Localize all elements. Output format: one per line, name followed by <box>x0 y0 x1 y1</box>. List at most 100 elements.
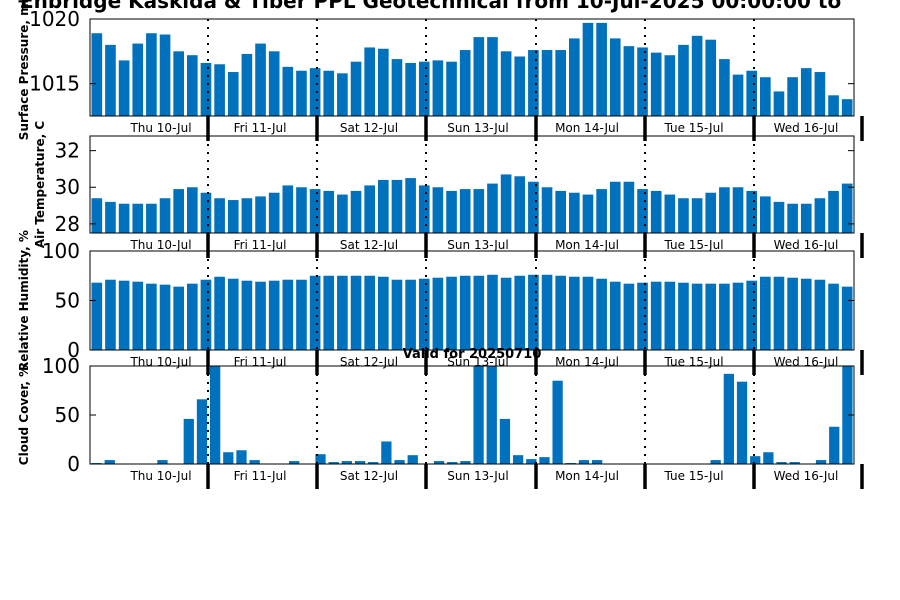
bar <box>323 190 335 233</box>
bar <box>146 33 157 117</box>
bar <box>446 276 457 350</box>
bar <box>341 461 352 464</box>
bar <box>528 50 539 116</box>
bar <box>446 190 457 233</box>
x-tick-label: Mon 14-Jul <box>555 469 619 483</box>
bar <box>418 185 430 233</box>
bar <box>105 44 116 117</box>
x-tick-label: Sun 13-Jul <box>447 121 508 135</box>
bar <box>200 279 212 350</box>
bar <box>337 275 348 350</box>
x-tick-label: Sat 12-Jul <box>340 238 398 252</box>
bar <box>473 275 485 350</box>
bar <box>592 460 603 464</box>
bar <box>828 283 839 350</box>
bar <box>705 192 717 233</box>
bar <box>736 381 748 464</box>
bar <box>381 441 392 464</box>
bar <box>623 46 635 116</box>
bar <box>800 203 812 233</box>
bar <box>710 460 721 464</box>
bar <box>841 286 853 350</box>
bar <box>350 61 362 116</box>
bar <box>473 366 484 464</box>
bar <box>391 59 403 116</box>
bar <box>157 460 168 464</box>
bar <box>268 280 280 350</box>
bar <box>487 274 498 350</box>
bar <box>650 190 662 233</box>
bar <box>378 48 389 116</box>
bar <box>268 51 280 116</box>
bar <box>486 366 497 464</box>
x-tick-label: Tue 15-Jul <box>663 469 723 483</box>
bar <box>829 426 840 464</box>
bar <box>678 282 689 350</box>
plot-frame <box>89 18 855 117</box>
bar <box>541 187 553 233</box>
bar <box>569 276 580 350</box>
bar <box>637 47 648 117</box>
y-tick-label: 1020 <box>29 7 80 31</box>
bar <box>132 281 144 350</box>
bar <box>227 72 239 116</box>
bar <box>678 44 689 117</box>
bar <box>282 279 294 350</box>
bar <box>800 68 812 116</box>
bar <box>105 201 116 233</box>
y-tick-label: 30 <box>55 175 80 199</box>
x-tick-label: Sat 12-Jul <box>340 355 398 369</box>
bar <box>173 286 184 350</box>
x-tick-label: Fri 11-Jul <box>234 355 287 369</box>
chart-panel-1: 1015 1020 Thu 10-Jul Fri 11-Jul Sat 12-Jul Su… <box>17 0 864 141</box>
bar <box>582 22 594 117</box>
bar <box>664 55 676 116</box>
bar <box>394 460 405 464</box>
bar <box>723 373 734 464</box>
bar <box>623 181 635 233</box>
bar <box>514 275 526 350</box>
bar <box>296 279 307 350</box>
bar <box>187 187 198 233</box>
bar <box>210 366 221 464</box>
bar <box>159 284 171 350</box>
bar <box>732 74 744 116</box>
bar <box>500 277 512 350</box>
bar <box>596 278 607 350</box>
bar <box>514 56 526 116</box>
bar <box>323 70 335 116</box>
bar <box>187 55 198 116</box>
bar <box>760 276 771 350</box>
x-tick-label: Thu 10-Jul <box>129 121 191 135</box>
bar <box>787 277 798 350</box>
bar <box>705 283 717 350</box>
bar <box>159 198 171 233</box>
bar <box>391 279 403 350</box>
bar <box>296 187 307 233</box>
bar <box>407 455 418 464</box>
y-axis-label: Air Temperature, C <box>33 121 47 249</box>
x-tick-label: Wed 16-Jul <box>774 238 839 252</box>
bar <box>664 281 676 350</box>
bar <box>473 37 485 116</box>
bar <box>841 183 853 233</box>
bar <box>214 276 225 350</box>
bar <box>405 62 416 116</box>
bar <box>241 280 253 350</box>
bar <box>691 35 703 117</box>
bar <box>91 282 103 350</box>
bar <box>350 275 362 350</box>
bar <box>323 275 335 350</box>
y-tick-label: 50 <box>55 289 80 313</box>
bar <box>828 190 839 233</box>
x-tick-label: Thu 10-Jul <box>129 469 191 483</box>
bar <box>650 281 662 350</box>
bar <box>104 460 115 464</box>
bar <box>732 282 744 350</box>
bar <box>368 462 379 464</box>
bar <box>814 198 826 233</box>
x-tick-label: Mon 14-Jul <box>555 355 619 369</box>
bar <box>746 70 757 116</box>
bar <box>719 59 730 116</box>
bar <box>118 280 130 350</box>
